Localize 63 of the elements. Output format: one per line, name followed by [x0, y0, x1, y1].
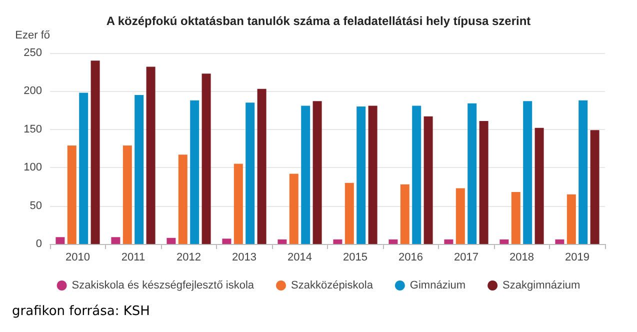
x-tick-label: 2013: [232, 252, 256, 264]
bar: [456, 188, 465, 244]
bar: [424, 116, 433, 244]
text: grafikon forrása: KSH: [12, 304, 150, 319]
bar: [590, 130, 600, 244]
bar: [468, 103, 477, 244]
x-tick-label: 2016: [398, 252, 423, 264]
bar: [222, 238, 232, 244]
bar: [246, 102, 255, 244]
chart-title: A középfokú oktatásban tanulók száma a feladatellátási hely típusa szerint: [106, 14, 531, 28]
x-tick-label: 2019: [565, 252, 590, 264]
bar: [511, 192, 520, 244]
y-tick-label: 0: [36, 238, 42, 250]
x-tick-label: 2017: [454, 252, 478, 264]
bar: [500, 239, 509, 244]
bar: [134, 95, 144, 244]
x-tick-label: 2018: [510, 252, 534, 264]
bar: [257, 88, 266, 244]
bar: [344, 182, 354, 244]
x-tick-label: 2011: [121, 252, 146, 264]
y-axis-title: Ezer fő: [15, 30, 50, 42]
bar: [534, 128, 544, 244]
bar: [111, 237, 120, 244]
y-tick-label: 150: [24, 123, 42, 136]
y-tick-label: 200: [24, 85, 42, 98]
bar: [146, 66, 156, 244]
bar: [122, 145, 132, 244]
legend-label: Szakgimnázium: [502, 280, 580, 292]
bar: [278, 239, 287, 244]
bar: [412, 106, 422, 244]
x-tick-label: 2015: [343, 252, 368, 264]
bar: [479, 120, 488, 244]
x-tick-label: 2010: [66, 252, 90, 264]
bar: [56, 237, 65, 244]
bar: [523, 101, 532, 244]
bar: [67, 145, 76, 244]
bar: [289, 174, 298, 244]
bar: [388, 239, 398, 244]
legend-label: Szakközépiskola: [291, 280, 374, 292]
bar: [566, 194, 576, 244]
x-tick-label: 2014: [288, 252, 312, 264]
bar: [79, 92, 88, 244]
y-tick-label: 250: [24, 47, 42, 59]
bar: [400, 184, 410, 244]
bar: [356, 106, 366, 244]
x-tick-label: 2012: [176, 252, 201, 264]
bar: [312, 101, 322, 244]
legend-label: Szakiskola és készségfejlesztő iskola: [72, 280, 255, 292]
y-tick-label: 50: [30, 200, 42, 212]
bar: [301, 106, 310, 244]
bar: [444, 239, 454, 244]
bar: [555, 239, 564, 244]
bar: [90, 60, 100, 244]
bar: [166, 238, 176, 244]
bar: [202, 74, 211, 244]
bar: [333, 239, 342, 244]
legend-label: Gimnázium: [410, 280, 466, 292]
bar: [578, 100, 588, 244]
bar: [178, 154, 188, 244]
bar: [234, 164, 243, 244]
y-tick-label: 100: [24, 162, 42, 174]
bar: [368, 106, 378, 244]
bar: [190, 100, 200, 244]
